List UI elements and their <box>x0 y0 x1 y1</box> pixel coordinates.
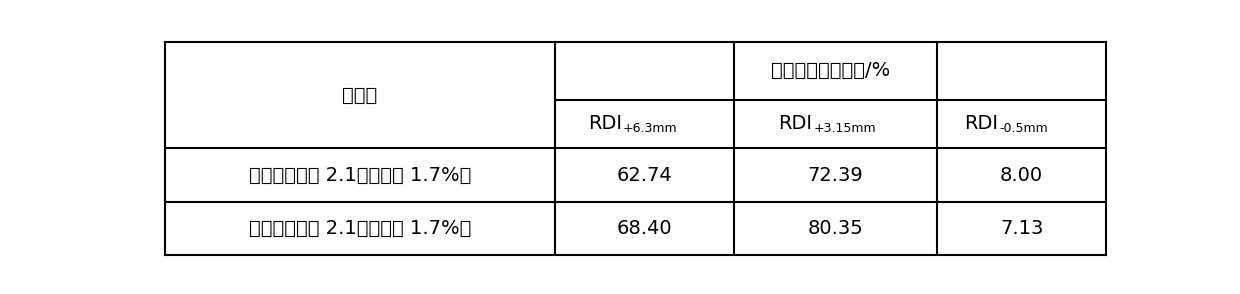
Text: 烧结矿: 烧结矿 <box>342 86 378 105</box>
Text: 7.13: 7.13 <box>999 219 1043 238</box>
Text: +3.15mm: +3.15mm <box>813 123 877 136</box>
Text: RDI: RDI <box>965 114 998 133</box>
Text: 72.39: 72.39 <box>807 166 863 185</box>
Text: 68.40: 68.40 <box>618 219 673 238</box>
Text: 8.00: 8.00 <box>1001 166 1043 185</box>
Text: 80.35: 80.35 <box>807 219 863 238</box>
Text: RDI: RDI <box>588 114 621 133</box>
Text: 对比例（碱度 2.1，氧化镁 1.7%）: 对比例（碱度 2.1，氧化镁 1.7%） <box>249 166 471 185</box>
Text: 62.74: 62.74 <box>618 166 673 185</box>
Text: -0.5mm: -0.5mm <box>999 123 1048 136</box>
Text: 低温还原粉化指标/%: 低温还原粉化指标/% <box>771 61 890 80</box>
Text: +6.3mm: +6.3mm <box>622 123 677 136</box>
Text: RDI: RDI <box>779 114 812 133</box>
Text: 实施例（碱度 2.1，氧化镁 1.7%）: 实施例（碱度 2.1，氧化镁 1.7%） <box>249 219 471 238</box>
